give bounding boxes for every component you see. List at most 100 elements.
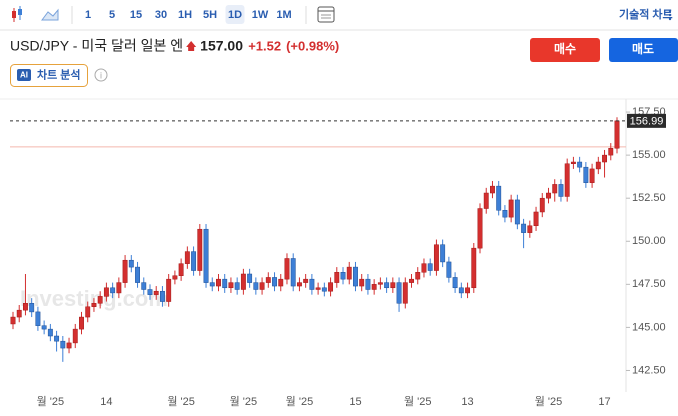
candle-body: [35, 311, 41, 326]
candle-body: [608, 147, 614, 156]
interval-button[interactable]: 1D: [228, 9, 242, 21]
candle-body: [234, 282, 240, 290]
interval-button[interactable]: 5: [109, 9, 115, 21]
candle-body: [514, 199, 520, 225]
candle-body: [290, 258, 296, 287]
x-tick-label: 월 '25: [230, 395, 258, 408]
candle-body: [141, 282, 147, 290]
candle-body: [110, 287, 116, 294]
chart-type-area[interactable]: [41, 8, 59, 21]
x-tick-label: 월 '25: [404, 395, 432, 408]
candle-body: [147, 289, 153, 295]
candle-body: [103, 287, 109, 297]
candle-body: [153, 290, 159, 295]
x-tick-label: 15: [349, 396, 361, 408]
sell-button[interactable]: 매도: [609, 38, 678, 62]
candle-body: [222, 278, 228, 289]
calendar-icon[interactable]: [317, 6, 335, 23]
candle-body: [321, 287, 327, 292]
candle-body: [490, 185, 495, 194]
candle-body: [595, 161, 601, 170]
candle-body: [60, 340, 66, 349]
candle-body: [272, 277, 277, 287]
candle-body: [116, 282, 122, 294]
y-tick-label: 152.50: [632, 192, 666, 204]
candle-body: [458, 287, 464, 294]
interval-button[interactable]: 1W: [252, 9, 269, 21]
candle-body: [54, 335, 60, 342]
candle-body: [159, 290, 165, 302]
candle-body: [546, 192, 551, 199]
price: 157.00: [200, 38, 243, 54]
candle-body: [309, 278, 315, 290]
y-tick-label: 147.50: [632, 278, 666, 290]
candle-body: [191, 251, 197, 271]
candle-body: [128, 259, 134, 268]
last-price-label: 156.99: [630, 115, 664, 127]
candle-body: [72, 328, 78, 344]
candle-body: [184, 251, 190, 264]
candle-body: [85, 306, 91, 318]
candle-body: [471, 247, 477, 289]
interval-button[interactable]: 1: [85, 9, 91, 21]
change-pct: (+0.98%): [286, 38, 339, 53]
menu-dots[interactable]: [668, 9, 672, 21]
candle-body: [483, 192, 489, 209]
candle-body: [122, 259, 128, 283]
candle-body: [259, 282, 265, 290]
sell-label: 매도: [632, 41, 654, 56]
candle-body: [340, 272, 346, 280]
interval-button[interactable]: 5H: [203, 9, 217, 21]
candle-body: [41, 325, 47, 330]
candle-body: [452, 277, 458, 289]
x-tick-label: 13: [461, 396, 473, 408]
candle-body: [384, 282, 390, 289]
candle-body: [446, 261, 452, 278]
y-tick-label: 142.50: [632, 364, 666, 376]
candle-body: [570, 161, 576, 164]
y-tick-label: 150.00: [632, 235, 666, 247]
candle-body: [240, 273, 246, 290]
candle-body: [334, 272, 340, 283]
candle-body: [427, 263, 433, 271]
menu-label[interactable]: 기술적 차트: [619, 7, 673, 21]
candle-body: [303, 278, 309, 283]
interval-button[interactable]: 15: [130, 9, 142, 21]
interval-button[interactable]: 1M: [276, 9, 291, 21]
buy-button[interactable]: 매수: [530, 38, 600, 62]
y-tick-label: 145.00: [632, 321, 666, 333]
symbol: USD/JPY - 미국 달러 일본 엔: [10, 38, 183, 54]
candle-body: [47, 328, 53, 337]
candle-body: [465, 287, 471, 294]
candle-body: [533, 211, 539, 227]
interval-button[interactable]: 30: [155, 9, 167, 21]
candle-body: [614, 120, 620, 149]
candle-body: [365, 278, 371, 290]
x-tick-label: 월 '25: [167, 395, 195, 408]
candle-body: [558, 184, 564, 197]
candle-body: [135, 266, 140, 283]
x-tick-label: 14: [100, 396, 112, 408]
x-tick-label: 17: [598, 396, 610, 408]
candle-body: [539, 197, 545, 213]
y-tick-label: 155.00: [632, 149, 666, 161]
interval-button[interactable]: 1H: [178, 9, 192, 21]
candle-body: [91, 303, 97, 307]
buy-label: 매수: [554, 41, 576, 56]
candle-body: [29, 303, 35, 313]
candle-body: [502, 210, 508, 218]
ai-badge[interactable]: AI 차트 분석: [10, 64, 88, 87]
candle-body: [172, 275, 178, 280]
candle-body: [209, 282, 215, 287]
candle-body: [527, 225, 533, 233]
info-icon[interactable]: i: [94, 68, 108, 82]
candle-body: [247, 273, 253, 283]
candle-body: [508, 199, 514, 218]
chart-type-candles[interactable]: [12, 6, 22, 22]
candle-body: [178, 263, 184, 276]
x-tick-label: 월 '25: [286, 395, 314, 408]
candle-body: [216, 278, 221, 287]
candle-body: [10, 316, 16, 325]
candle-body: [66, 342, 72, 349]
